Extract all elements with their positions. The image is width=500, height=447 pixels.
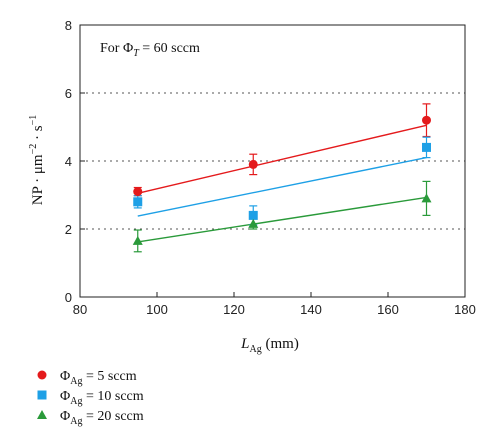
data-point-series-2-point-2 (421, 193, 432, 203)
data-point-series-0-point-1 (248, 159, 258, 169)
legend-marker-triangle (37, 410, 47, 419)
legend-entry-20sccm: ΦAg = 20 sccm (37, 409, 144, 427)
y-tick-label-0: 0 (65, 290, 72, 305)
fit-line-series-2 (137, 196, 427, 243)
data-point-series-0-point-0 (133, 187, 143, 197)
chart-annotation: For ΦT = 60 sccm (100, 41, 200, 59)
data-point-series-1-point-1 (248, 210, 258, 220)
x-tick-label-180: 180 (454, 302, 476, 317)
legend-label-5sccm: ΦAg = 5 sccm (60, 369, 137, 387)
x-axis-label: LAg (mm) (240, 336, 299, 355)
data-points (132, 115, 432, 245)
data-point-series-1-point-2 (422, 142, 431, 152)
legend-entry-10sccm: ΦAg = 10 sccm (37, 389, 144, 407)
fit-line-series-0 (137, 124, 427, 194)
x-tick-label-100: 100 (146, 302, 168, 317)
y-tick-label-6: 6 (65, 86, 72, 101)
plot-frame (79, 24, 466, 298)
x-tick-label-80: 80 (73, 302, 87, 317)
data-point-series-1-point-0 (133, 197, 143, 207)
y-tick-label-2: 2 (65, 222, 72, 237)
data-point-series-2-point-0 (132, 235, 143, 245)
axis-ticks: 80 100 120 140 160 180 0 2 4 6 8 (65, 18, 476, 317)
legend: ΦAg = 5 sccm ΦAg = 10 sccm ΦAg = 20 sccm (37, 369, 144, 427)
data-point-series-2-point-1 (248, 218, 259, 228)
x-tick-label-160: 160 (377, 302, 399, 317)
data-point-series-0-point-2 (422, 115, 431, 125)
y-axis-label: NP · μm−2 · s−1 (28, 115, 46, 205)
fit-lines (137, 124, 427, 243)
legend-marker-circle (37, 370, 47, 380)
fit-line-series-1 (137, 156, 427, 217)
x-tick-label-140: 140 (300, 302, 322, 317)
legend-marker-square (37, 390, 47, 400)
legend-label-20sccm: ΦAg = 20 sccm (60, 409, 144, 427)
x-tick-label-120: 120 (223, 302, 245, 317)
y-tick-label-4: 4 (65, 154, 72, 169)
legend-label-10sccm: ΦAg = 10 sccm (60, 389, 144, 407)
legend-entry-5sccm: ΦAg = 5 sccm (37, 369, 137, 387)
y-tick-label-8: 8 (65, 18, 72, 33)
